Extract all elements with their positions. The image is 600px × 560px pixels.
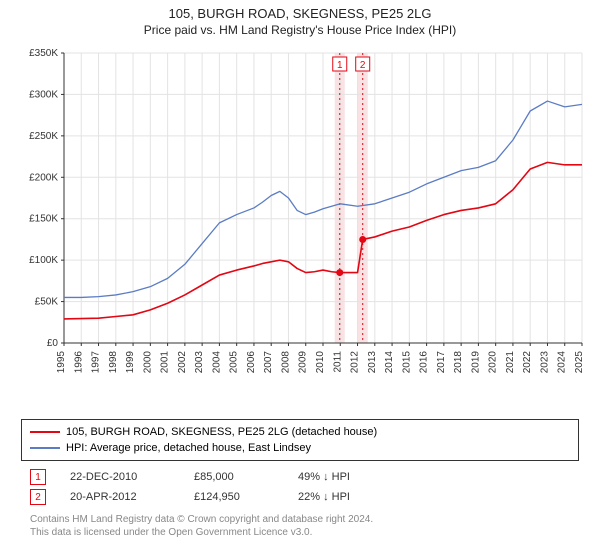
svg-text:2021: 2021 (505, 351, 516, 374)
svg-text:2011: 2011 (332, 351, 343, 373)
svg-text:£0: £0 (47, 338, 59, 349)
chart-subtitle: Price paid vs. HM Land Registry's House … (0, 23, 600, 37)
svg-text:1998: 1998 (108, 351, 119, 374)
svg-text:2: 2 (360, 60, 366, 71)
svg-text:1995: 1995 (56, 351, 67, 374)
svg-text:2001: 2001 (160, 351, 171, 374)
svg-text:£150K: £150K (29, 214, 58, 225)
svg-text:1997: 1997 (91, 351, 102, 374)
chart-area: £0 £50K £100K £150K £200K £250K £300K £350K 1995… (10, 43, 590, 413)
event-table: 1 22-DEC-2010 £85,000 49% ↓ HPI 2 20-APR… (30, 467, 570, 507)
svg-text:2002: 2002 (177, 351, 188, 374)
svg-text:2010: 2010 (315, 351, 326, 374)
svg-text:2012: 2012 (350, 351, 361, 374)
svg-text:2009: 2009 (298, 351, 309, 374)
chart-title-address: 105, BURGH ROAD, SKEGNESS, PE25 2LG (0, 6, 600, 21)
svg-text:2016: 2016 (419, 351, 430, 374)
svg-text:2008: 2008 (280, 351, 291, 374)
legend-item: 105, BURGH ROAD, SKEGNESS, PE25 2LG (det… (30, 424, 570, 440)
svg-text:£350K: £350K (29, 48, 58, 59)
legend-swatch (30, 447, 60, 449)
chart-container: 105, BURGH ROAD, SKEGNESS, PE25 2LG Pric… (0, 0, 600, 560)
svg-text:2000: 2000 (142, 351, 153, 374)
event-delta: 22% ↓ HPI (298, 491, 350, 503)
event-price: £85,000 (194, 471, 274, 483)
svg-text:2003: 2003 (194, 351, 205, 374)
svg-text:2019: 2019 (470, 351, 481, 374)
svg-text:1: 1 (337, 60, 343, 71)
legend-swatch (30, 431, 60, 433)
svg-text:2004: 2004 (211, 351, 222, 374)
event-delta: 49% ↓ HPI (298, 471, 350, 483)
svg-text:2018: 2018 (453, 351, 464, 374)
title-block: 105, BURGH ROAD, SKEGNESS, PE25 2LG Pric… (0, 0, 600, 37)
footer-attribution: Contains HM Land Registry data © Crown c… (30, 513, 570, 539)
svg-text:1996: 1996 (73, 351, 84, 374)
svg-text:1999: 1999 (125, 351, 136, 374)
svg-text:2005: 2005 (229, 351, 240, 374)
svg-text:2006: 2006 (246, 351, 257, 374)
footer-line: This data is licensed under the Open Gov… (30, 526, 570, 539)
legend-label: HPI: Average price, detached house, East… (66, 442, 311, 454)
event-marker: 2 (30, 489, 46, 505)
event-date: 20-APR-2012 (70, 491, 170, 503)
line-chart-svg: £0 £50K £100K £150K £200K £250K £300K £350K 1995… (10, 43, 590, 413)
svg-text:£250K: £250K (29, 131, 58, 142)
svg-text:2022: 2022 (522, 351, 533, 374)
event-row: 2 20-APR-2012 £124,950 22% ↓ HPI (30, 487, 570, 507)
legend: 105, BURGH ROAD, SKEGNESS, PE25 2LG (det… (21, 419, 579, 461)
event-row: 1 22-DEC-2010 £85,000 49% ↓ HPI (30, 467, 570, 487)
svg-text:2007: 2007 (263, 351, 274, 374)
svg-text:2017: 2017 (436, 351, 447, 374)
svg-text:£200K: £200K (29, 172, 58, 183)
legend-item: HPI: Average price, detached house, East… (30, 440, 570, 456)
svg-text:2013: 2013 (367, 351, 378, 374)
event-date: 22-DEC-2010 (70, 471, 170, 483)
legend-label: 105, BURGH ROAD, SKEGNESS, PE25 2LG (det… (66, 426, 377, 438)
event-marker: 1 (30, 469, 46, 485)
footer-line: Contains HM Land Registry data © Crown c… (30, 513, 570, 526)
svg-text:2015: 2015 (401, 351, 412, 374)
svg-text:£100K: £100K (29, 255, 58, 266)
svg-text:£50K: £50K (35, 297, 59, 308)
svg-text:2020: 2020 (488, 351, 499, 374)
svg-text:2025: 2025 (574, 351, 585, 374)
svg-text:2024: 2024 (557, 351, 568, 374)
event-price: £124,950 (194, 491, 274, 503)
svg-text:2023: 2023 (539, 351, 550, 374)
svg-text:2014: 2014 (384, 351, 395, 374)
svg-text:£300K: £300K (29, 89, 58, 100)
